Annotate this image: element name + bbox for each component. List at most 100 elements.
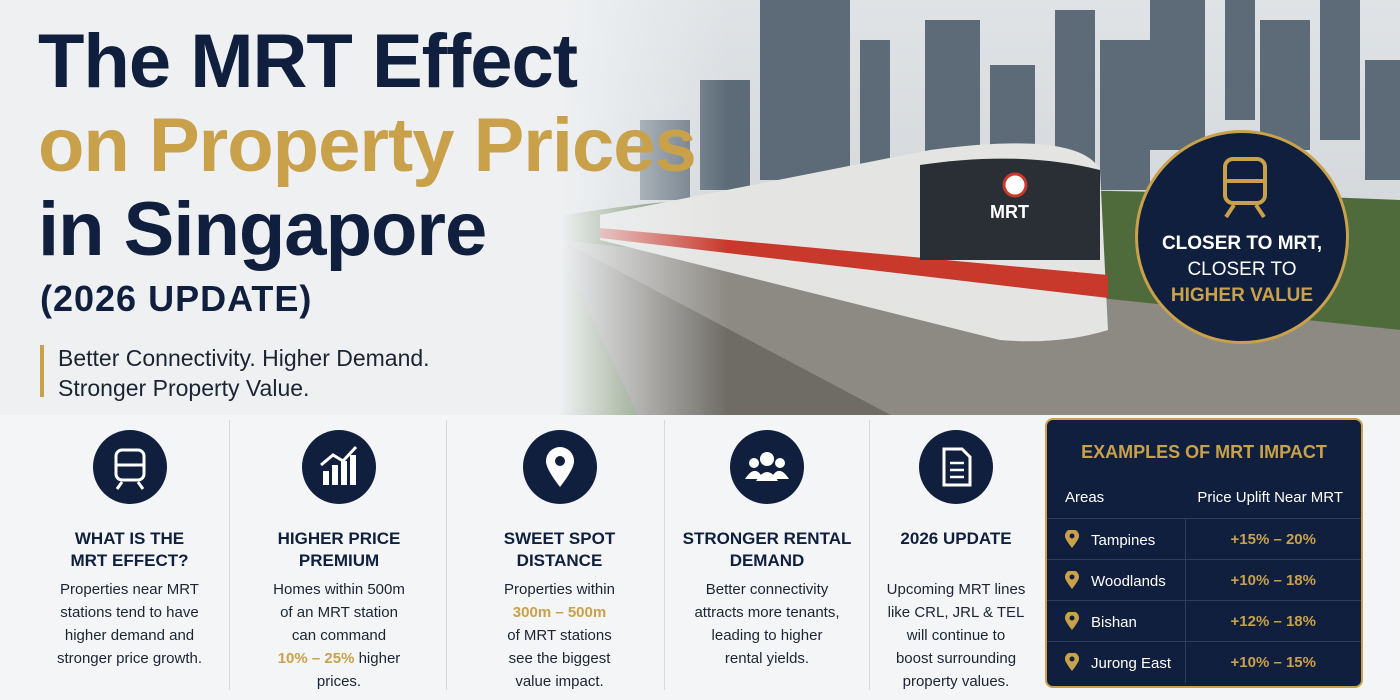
highlight: 300m – 500m	[512, 604, 607, 621]
impact-table: EXAMPLES OF MRT IMPACT Areas Price Uplift…	[1045, 418, 1363, 688]
table-header: Areas Price Uplift Near MRT	[1065, 489, 1343, 506]
card-line: value impact.	[515, 673, 604, 690]
card-title-line: MRT EFFECT?	[70, 551, 189, 570]
card-icon	[302, 430, 376, 504]
card-line: like CRL, JRL & TEL	[887, 604, 1025, 621]
table-row: Woodlands +10% – 18%	[1047, 559, 1361, 601]
card-icon	[522, 430, 597, 504]
card-line: property values.	[902, 673, 1010, 690]
area-cell: Jurong East	[1047, 641, 1186, 683]
train-label: MRT	[990, 202, 1029, 222]
card-title-line: WHAT IS THE	[74, 529, 185, 548]
card-body: Properties within 300m – 500m of MRT stati…	[455, 578, 664, 693]
badge: CLOSER TO MRT, CLOSER TO HIGHER VALUE	[1135, 130, 1349, 344]
area-name: Tampines	[1091, 531, 1156, 549]
info-card: STRONGER RENTAL DEMAND Better connectivity…	[665, 420, 870, 690]
icon	[320, 445, 358, 485]
card-line: Upcoming MRT lines	[886, 581, 1026, 598]
card-line: 300m – 500m	[455, 601, 664, 624]
card-line: prices.	[316, 673, 362, 690]
card-line: Properties near MRT	[60, 581, 199, 598]
tagline-line: Better Connectivity. Higher Demand.	[58, 345, 430, 371]
card-title: 2026 UPDATE	[870, 528, 1042, 572]
icon	[942, 447, 972, 487]
card-title: WHAT IS THE MRT EFFECT?	[30, 528, 229, 572]
card-line: leading to higher	[711, 627, 823, 644]
highlight: 10% – 25%	[277, 650, 355, 667]
card-body: Homes within 500m of an MRT station can co…	[232, 578, 446, 693]
card-line: attracts more tenants,	[694, 604, 840, 621]
area-cell: Tampines	[1047, 518, 1186, 560]
card-icon	[92, 430, 167, 504]
icon	[114, 448, 145, 490]
card-title: SWEET SPOT DISTANCE	[455, 528, 664, 572]
table-row: Jurong East +10% – 15%	[1047, 641, 1361, 683]
card-line: boost surrounding	[895, 650, 1017, 667]
subtitle: (2026 UPDATE)	[40, 278, 313, 319]
title-line: in Singapore	[38, 187, 487, 272]
info-card: WHAT IS THE MRT EFFECT? Properties near MR…	[30, 420, 230, 690]
badge-line: HIGHER VALUE	[1170, 285, 1314, 306]
card-title: HIGHER PRICE PREMIUM	[232, 528, 446, 572]
pin-icon	[1065, 528, 1079, 548]
card-title-line: PREMIUM	[298, 551, 380, 570]
card-line: will continue to	[906, 627, 1006, 644]
badge-line: CLOSER TO MRT,	[1161, 233, 1323, 254]
uplift-cell: +10% – 18%	[1185, 559, 1361, 601]
card-line: Homes within 500m	[273, 581, 405, 598]
badge-line: CLOSER TO	[1187, 259, 1297, 280]
card-icon	[919, 430, 993, 504]
card-line: see the biggest	[508, 650, 611, 667]
card-title-line: DISTANCE	[516, 551, 603, 570]
title-line: The MRT Effect	[38, 19, 578, 104]
card-title-line: SWEET SPOT	[503, 529, 616, 548]
card-text: higher	[358, 650, 401, 667]
card-body: Better connectivity attracts more tenants…	[665, 578, 869, 670]
card-title-line: HIGHER PRICE	[277, 529, 401, 548]
uplift-cell: +10% – 15%	[1185, 641, 1361, 683]
pin-icon	[1065, 651, 1079, 671]
pin-icon	[1065, 610, 1079, 630]
icon	[745, 452, 789, 481]
card-title-line: STRONGER RENTAL	[682, 529, 852, 548]
column-header: Price Uplift Near MRT	[1197, 489, 1343, 506]
icon	[545, 447, 574, 487]
pin-icon	[1065, 569, 1079, 589]
card-line: stations tend to have	[60, 604, 199, 621]
area-name: Woodlands	[1091, 572, 1166, 590]
table-row: Bishan +12% – 18%	[1047, 600, 1361, 642]
card-title-line: 2026 UPDATE	[900, 529, 1012, 548]
card-line: 10% – 25% higher	[232, 647, 446, 670]
train-icon	[1223, 157, 1267, 219]
tagline: Better Connectivity. Higher Demand. Stro…	[58, 343, 430, 403]
card-line: Properties within	[504, 581, 615, 598]
card-line: higher demand and	[64, 627, 195, 644]
card-line: of an MRT station	[280, 604, 398, 621]
card-body: Upcoming MRT lines like CRL, JRL & TEL wil…	[870, 578, 1042, 693]
area-cell: Bishan	[1047, 600, 1186, 642]
info-card: 2026 UPDATE Upcoming MRT lines like CRL, J…	[870, 420, 1042, 690]
area-name: Jurong East	[1091, 654, 1172, 672]
table-row: Tampines +15% – 20%	[1047, 518, 1361, 560]
area-name: Bishan	[1091, 613, 1137, 631]
uplift-cell: +12% – 18%	[1185, 600, 1361, 642]
card-title: STRONGER RENTAL DEMAND	[665, 528, 869, 572]
table-title: EXAMPLES OF MRT IMPACT	[1081, 442, 1327, 462]
card-icon	[730, 430, 804, 504]
card-line: of MRT stations	[507, 627, 612, 644]
table-body: Tampines +15% – 20% Woodlands +10% – 18% Bis…	[1047, 518, 1361, 683]
column-header: Areas	[1065, 489, 1105, 506]
uplift-cell: +15% – 20%	[1185, 518, 1361, 560]
title-line: on Property Prices	[38, 103, 697, 188]
info-card: HIGHER PRICE PREMIUM Homes within 500m of a…	[232, 420, 447, 690]
info-card: SWEET SPOT DISTANCE Properties within 300m …	[455, 420, 665, 690]
card-line: stronger price growth.	[56, 650, 203, 667]
area-cell: Woodlands	[1047, 559, 1186, 601]
card-title-line: DEMAND	[729, 551, 805, 570]
card-line: rental yields.	[724, 650, 810, 667]
card-line: can command	[291, 627, 387, 644]
tagline-line: Stronger Property Value.	[58, 375, 310, 401]
card-body: Properties near MRT stations tend to have…	[30, 578, 229, 670]
card-line: Better connectivity	[705, 581, 829, 598]
